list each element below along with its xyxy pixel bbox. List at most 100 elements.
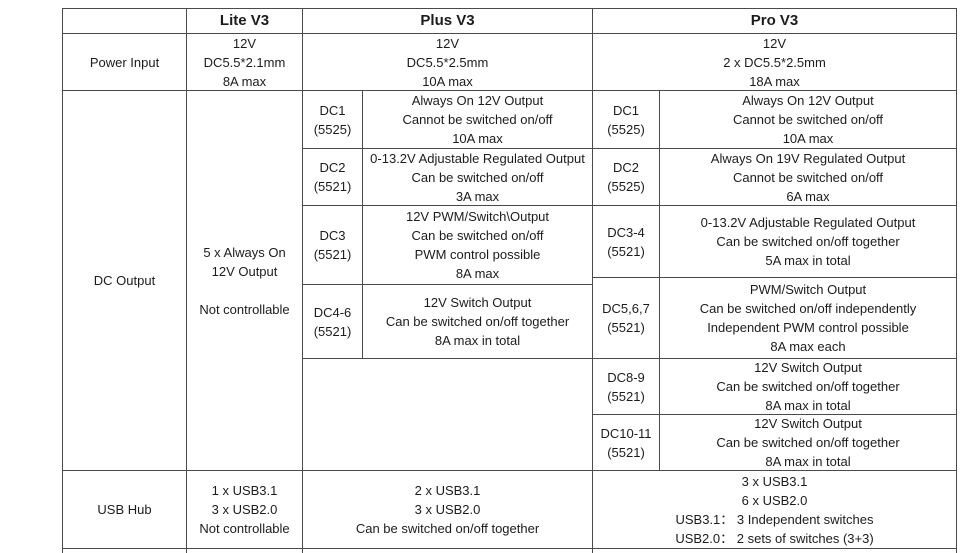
cell-line: 6A max [786,188,830,204]
plus-dc-empty-cell [303,359,592,470]
clipped-row-cell [303,549,592,553]
cell-line: USB3.1： 3 Independent switches [675,511,874,527]
cell-line: 10A max [782,131,834,146]
cell-line: Can be switched on/off together [355,521,540,536]
clipped-row-cell [63,549,186,553]
cell-line: 12V Output [211,263,278,279]
cell-line [189,281,300,300]
cell-line: 12V [232,35,257,51]
pro-dc3-4-desc-cell: 0-13.2V Adjustable Regulated Output Can b… [660,206,956,277]
pro-dc8-9-port-cell: DC8-9 (5521) [593,359,659,414]
port-id: DC2 [319,160,346,175]
cell-line: 18A max [749,73,800,89]
cell-line: USB2.0： 2 sets of switches (3+3) [675,530,874,546]
cell-line: 10A max [452,131,503,146]
cell-line: 12V [435,35,460,51]
port-package: (5521) [607,243,645,259]
cell-line: 3A max [455,188,500,204]
cell-line: Cannot be switched on/off [732,169,884,185]
port-package: (5521) [313,179,352,194]
cell-line: 6 x USB2.0 [741,492,808,508]
cell-line: PWM/Switch Output [749,282,867,297]
cell-line: Can be switched on/off together [716,379,900,394]
port-id: DC8-9 [607,369,645,385]
cell-line: DC5.5*2.1mm [203,54,286,70]
cell-line: 0-13.2V Adjustable Regulated Output [370,150,585,166]
cell-line: Cannot be switched on/off [732,112,884,127]
power-input-pro-cell: 12V 2 x DC5.5*2.5mm 18A max [593,34,956,90]
power-input-lite-cell: 12V DC5.5*2.1mm 8A max [187,34,302,90]
cell-line: 5 x Always On [203,244,286,260]
cell-line: Can be switched on/off [411,169,544,185]
clipped-row-cell [187,549,302,553]
plus-dc1-desc-cell: Always On 12V Output Cannot be switched o… [363,91,592,148]
cell-line: Can be switched on/off together [716,435,900,450]
port-package: (5525) [313,121,352,137]
plus-dc4-6-port-cell: DC4-6 (5521) [303,285,362,358]
plus-dc2-port-cell: DC2 (5521) [303,149,362,205]
plus-dc4-6-desc-cell: 12V Switch Output Can be switched on/off … [363,285,592,358]
cell-line: Always On 12V Output [411,93,544,108]
port-id: DC5,6,7 [602,301,650,316]
pro-dc5-6-7-port-cell: DC5,6,7 (5521) [593,278,659,358]
row-label-power-input: Power Input [63,34,186,90]
port-package: (5521) [313,323,352,339]
cell-line: 5A max in total [765,253,851,268]
plus-dc2-desc-cell: 0-13.2V Adjustable Regulated Output Can b… [363,149,592,205]
port-id: DC3 [319,228,346,243]
cell-line: 3 x USB3.1 [741,473,808,489]
spec-comparison-table: Lite V3 Plus V3 Pro V3 Power Input 12V DC… [62,8,957,553]
cell-line: 8A max [455,266,500,281]
cell-line: 12V PWM/Switch\Output [405,209,550,224]
port-package: (5521) [607,320,645,335]
power-input-plus-cell: 12V DC5.5*2.5mm 10A max [303,34,592,90]
cell-line: 1 x USB3.1 [211,483,278,498]
port-id: DC2 [612,160,639,175]
pro-dc8-9-desc-cell: 12V Switch Output Can be switched on/off … [660,359,956,414]
cell-line: 3 x USB2.0 [211,502,278,517]
cell-line: Always On 19V Regulated Output [710,150,906,166]
cell-line: Not controllable [199,521,290,536]
cell-line: Cannot be switched on/off [402,112,553,127]
pro-dc2-port-cell: DC2 (5525) [593,149,659,205]
port-id: DC1 [319,102,346,118]
header-lite-v3: Lite V3 [187,9,302,33]
pro-dc1-desc-cell: Always On 12V Output Cannot be switched o… [660,91,956,148]
cell-line: 8A max in total [765,398,851,413]
clipped-row-cell [593,549,956,553]
cell-line: 8A max [222,73,267,89]
row-label-usb-hub: USB Hub [63,471,186,548]
cell-line: 12V Switch Output [754,416,862,431]
pro-dc2-desc-cell: Always On 19V Regulated Output Cannot be … [660,149,956,205]
cell-line: 0-13.2V Adjustable Regulated Output [700,215,916,230]
cell-line: 8A max each [770,339,846,354]
header-plus-v3: Plus V3 [303,9,592,33]
port-package: (5525) [607,179,645,194]
cell-line: 2 x USB3.1 [414,483,481,498]
port-package: (5521) [607,388,645,404]
cell-line: 3 x USB2.0 [414,502,481,517]
plus-dc3-desc-cell: 12V PWM/Switch\Output Can be switched on/… [363,206,592,284]
port-id: DC10-11 [600,425,652,441]
port-id: DC4-6 [313,304,352,320]
row-label-dc-output: DC Output [63,91,186,470]
plus-dc3-port-cell: DC3 (5521) [303,206,362,284]
cell-line: PWM control possible [414,247,541,262]
cell-line: Not controllable [199,301,290,317]
header-corner-cell [63,9,186,33]
usb-hub-plus-cell: 2 x USB3.1 3 x USB2.0 Can be switched on/o… [303,471,592,548]
pro-dc3-4-port-cell: DC3-4 (5521) [593,206,659,277]
cell-line: 2 x DC5.5*2.5mm [723,54,826,70]
pro-dc10-11-desc-cell: 12V Switch Output Can be switched on/off … [660,415,956,470]
dc-output-lite-cell: 5 x Always On 12V Output Not controllable [187,91,302,470]
cell-line: Can be switched on/off together [385,314,570,329]
port-package: (5525) [607,121,645,137]
pro-dc10-11-port-cell: DC10-11 (5521) [593,415,659,470]
pro-dc5-6-7-desc-cell: PWM/Switch Output Can be switched on/off … [660,278,956,358]
cell-line: 10A max [422,73,473,89]
cell-line: Independent PWM control possible [707,320,909,335]
pro-dc1-port-cell: DC1 (5525) [593,91,659,148]
cell-line: DC5.5*2.5mm [406,54,489,70]
cell-line: Can be switched on/off together [716,234,900,249]
